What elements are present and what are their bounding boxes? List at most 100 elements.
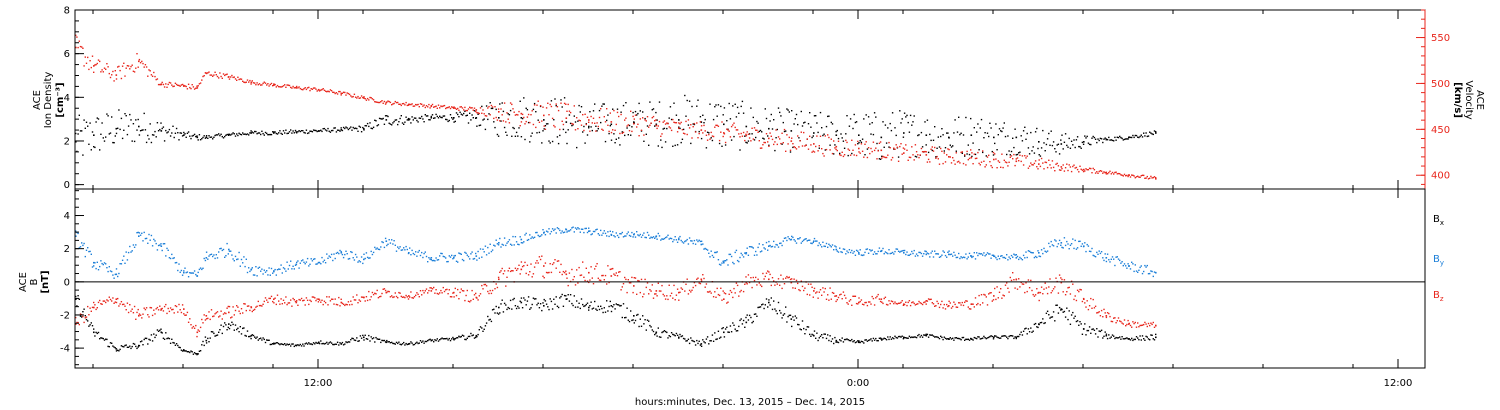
data-point	[1064, 294, 1067, 296]
data-point	[777, 246, 780, 248]
data-point	[619, 271, 621, 273]
data-point	[681, 241, 684, 243]
data-point	[1153, 176, 1156, 178]
data-point	[716, 251, 718, 253]
density-ylabel-2: Ion Density	[43, 72, 54, 129]
data-point	[218, 251, 220, 253]
data-point	[959, 257, 961, 260]
data-point	[216, 311, 219, 313]
data-point	[499, 237, 501, 240]
data-point	[424, 290, 426, 292]
data-point	[588, 306, 590, 309]
data-point	[439, 292, 441, 294]
data-point	[890, 129, 893, 132]
data-point	[640, 325, 643, 327]
data-point	[616, 234, 619, 237]
data-point	[240, 78, 243, 80]
data-point	[239, 78, 241, 80]
data-point	[720, 105, 722, 108]
data-point	[1103, 138, 1105, 140]
data-point	[287, 302, 289, 304]
data-point	[151, 75, 154, 77]
data-point	[94, 335, 96, 337]
data-point	[959, 338, 961, 340]
data-point	[940, 303, 942, 306]
data-point	[680, 141, 682, 144]
data-point	[1129, 136, 1132, 139]
data-point	[171, 132, 173, 134]
data-point	[865, 141, 867, 143]
data-point	[602, 232, 604, 234]
data-point	[926, 300, 929, 302]
data-point	[330, 90, 333, 92]
data-point	[121, 65, 124, 67]
data-point	[682, 337, 685, 340]
data-point	[995, 335, 997, 337]
data-point	[95, 331, 97, 334]
data-point	[310, 258, 312, 260]
y-tick-label: 550	[1431, 33, 1450, 44]
data-point	[830, 121, 832, 124]
data-point	[1036, 127, 1038, 130]
data-point	[507, 241, 509, 243]
data-point	[851, 249, 853, 252]
data-point	[978, 162, 980, 165]
data-point	[1067, 318, 1069, 321]
data-point	[507, 113, 509, 115]
data-point	[1123, 138, 1126, 141]
data-point	[806, 240, 808, 242]
data-point	[588, 127, 590, 129]
data-point	[1033, 295, 1036, 297]
data-point	[800, 329, 802, 331]
data-point	[148, 338, 150, 341]
data-point	[237, 306, 239, 308]
data-point	[1056, 245, 1058, 248]
data-point	[1046, 250, 1049, 252]
data-point	[165, 129, 167, 132]
data-point	[1085, 137, 1087, 139]
data-point	[1025, 327, 1027, 329]
data-point	[457, 261, 459, 263]
data-point	[889, 147, 891, 149]
data-point	[876, 340, 878, 342]
data-point	[1117, 337, 1120, 339]
data-point	[233, 76, 235, 78]
data-point	[290, 86, 292, 89]
data-point	[517, 243, 519, 245]
data-point	[888, 300, 890, 302]
data-point	[299, 262, 301, 264]
data-point	[523, 297, 525, 299]
data-point	[603, 279, 605, 281]
data-point	[881, 155, 883, 157]
legend-Bz: Bz	[1433, 290, 1444, 303]
data-point	[762, 272, 764, 275]
data-point	[295, 301, 298, 304]
data-point	[823, 155, 825, 157]
data-point	[495, 305, 497, 308]
data-point	[493, 244, 495, 246]
data-point	[657, 232, 659, 235]
data-point	[478, 124, 480, 127]
data-point	[395, 295, 398, 298]
data-point	[340, 92, 343, 95]
data-point	[1072, 165, 1074, 168]
data-point	[178, 263, 180, 265]
data-point	[101, 122, 103, 124]
data-point	[763, 141, 765, 144]
data-point	[260, 84, 262, 86]
data-point	[715, 251, 717, 254]
data-point	[1057, 143, 1060, 145]
data-point	[224, 322, 226, 324]
data-point	[159, 305, 161, 307]
data-point	[397, 342, 399, 345]
x-tick-label: 12:00	[304, 378, 333, 389]
data-point	[327, 257, 329, 259]
data-point	[198, 350, 201, 352]
data-point	[193, 133, 196, 136]
data-point	[520, 301, 523, 304]
data-point	[970, 255, 973, 257]
data-point	[1058, 306, 1061, 309]
data-point	[1111, 171, 1114, 174]
data-point	[715, 104, 717, 106]
